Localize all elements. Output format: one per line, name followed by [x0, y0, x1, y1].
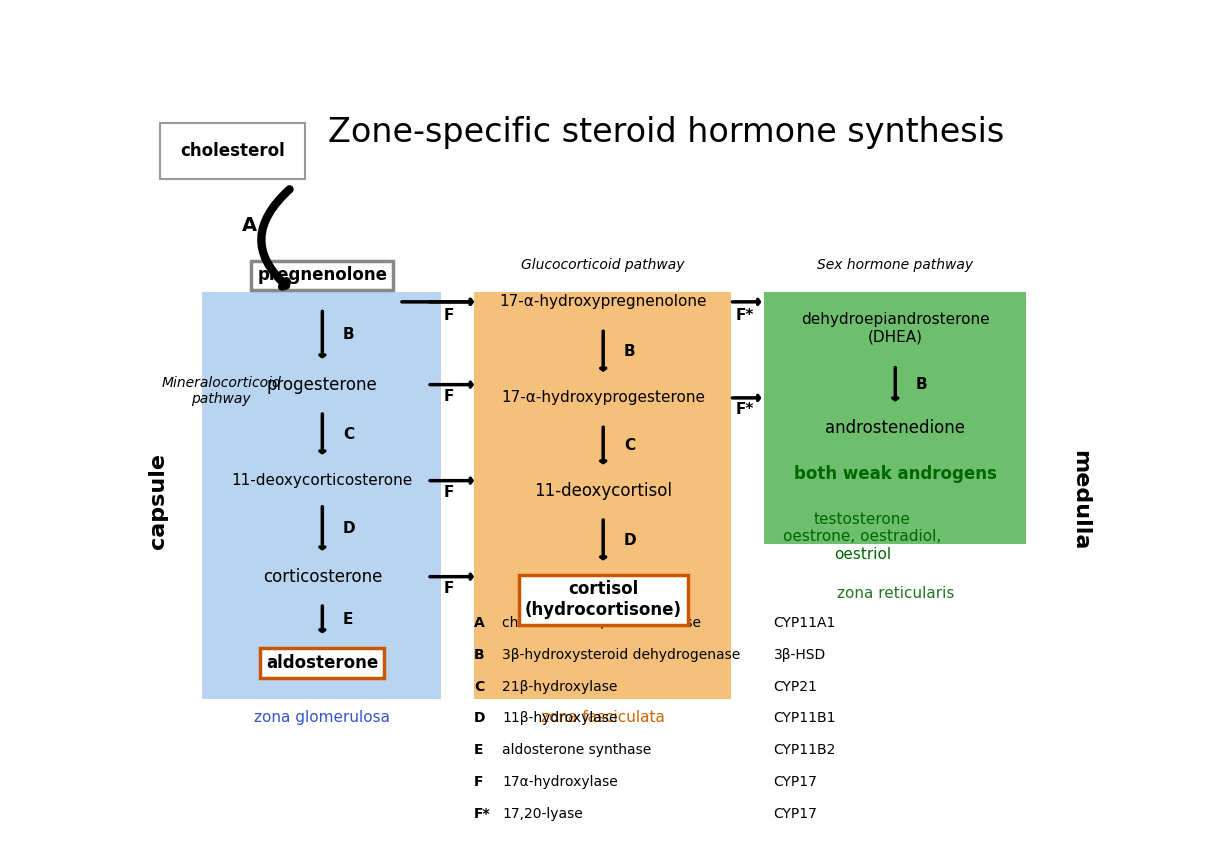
Text: corticosterone: corticosterone — [262, 568, 382, 586]
Text: F: F — [443, 389, 454, 404]
Text: F: F — [443, 485, 454, 500]
Text: both weak androgens: both weak androgens — [794, 465, 997, 483]
Text: 3β-HSD: 3β-HSD — [773, 648, 826, 662]
Text: F: F — [474, 775, 483, 789]
Text: Glucocorticoid pathway: Glucocorticoid pathway — [522, 259, 685, 273]
Text: CYP11B2: CYP11B2 — [773, 743, 836, 757]
Text: F*: F* — [474, 807, 490, 820]
Text: F*: F* — [736, 308, 754, 322]
Text: cholesterol 20,22 desmolase: cholesterol 20,22 desmolase — [503, 616, 701, 630]
Text: Sex hormone pathway: Sex hormone pathway — [818, 259, 974, 273]
Text: testosterone
oestrone, oestradiol,
oestriol: testosterone oestrone, oestradiol, oestr… — [783, 512, 942, 562]
Text: CYP11B1: CYP11B1 — [773, 711, 836, 725]
Text: D: D — [343, 521, 355, 536]
Text: 17α-hydroxylase: 17α-hydroxylase — [503, 775, 617, 789]
Text: dehydroepiandrosterone
(DHEA): dehydroepiandrosterone (DHEA) — [801, 312, 989, 345]
Text: C: C — [474, 679, 484, 694]
Text: B: B — [474, 648, 484, 662]
Text: C: C — [343, 427, 354, 442]
Text: F: F — [443, 308, 454, 322]
Text: A: A — [474, 616, 484, 630]
Text: B: B — [916, 378, 928, 392]
Text: cortisol
(hydrocortisone): cortisol (hydrocortisone) — [524, 580, 681, 619]
Text: D: D — [474, 711, 486, 725]
Text: 17-α-hydroxyprogesterone: 17-α-hydroxyprogesterone — [501, 390, 705, 405]
Text: F: F — [443, 581, 454, 596]
FancyBboxPatch shape — [203, 292, 441, 699]
Text: medulla: medulla — [1070, 451, 1090, 550]
Text: A: A — [242, 216, 257, 235]
Text: D: D — [623, 532, 637, 548]
Text: progesterone: progesterone — [267, 376, 378, 394]
Text: F*: F* — [736, 402, 754, 417]
Text: E: E — [474, 743, 483, 757]
Text: aldosterone synthase: aldosterone synthase — [503, 743, 651, 757]
Text: CYP17: CYP17 — [773, 807, 818, 820]
Text: zona fasciculata: zona fasciculata — [541, 710, 666, 725]
Text: Mineralocorticoid
pathway: Mineralocorticoid pathway — [162, 376, 281, 407]
Text: CYP11A1: CYP11A1 — [773, 616, 836, 630]
Text: 17-α-hydroxypregnenolone: 17-α-hydroxypregnenolone — [499, 294, 707, 310]
Text: CYP17: CYP17 — [773, 775, 818, 789]
Text: 17,20-lyase: 17,20-lyase — [503, 807, 582, 820]
Text: C: C — [623, 439, 635, 453]
Text: zona reticularis: zona reticularis — [837, 586, 954, 601]
FancyBboxPatch shape — [765, 292, 1027, 544]
Text: androstenedione: androstenedione — [825, 419, 965, 437]
Text: CYP21: CYP21 — [773, 679, 818, 694]
Text: Zone-specific steroid hormone synthesis: Zone-specific steroid hormone synthesis — [327, 116, 1004, 150]
Text: 21β-hydroxylase: 21β-hydroxylase — [503, 679, 617, 694]
FancyBboxPatch shape — [474, 292, 732, 699]
Text: aldosterone: aldosterone — [266, 654, 378, 672]
Text: E: E — [343, 612, 353, 627]
Text: 3β-hydroxysteroid dehydrogenase: 3β-hydroxysteroid dehydrogenase — [503, 648, 741, 662]
Text: cholesterol: cholesterol — [180, 142, 285, 160]
Text: 11-deoxycortisol: 11-deoxycortisol — [534, 482, 672, 500]
Text: 11-deoxycorticosterone: 11-deoxycorticosterone — [232, 473, 413, 488]
Text: capsule: capsule — [149, 452, 168, 549]
Text: zona glomerulosa: zona glomerulosa — [255, 710, 390, 725]
Text: pregnenolone: pregnenolone — [257, 267, 388, 285]
FancyBboxPatch shape — [161, 123, 306, 180]
Text: 11β-hydroxylase: 11β-hydroxylase — [503, 711, 617, 725]
Text: B: B — [623, 344, 635, 359]
Text: B: B — [343, 328, 354, 342]
